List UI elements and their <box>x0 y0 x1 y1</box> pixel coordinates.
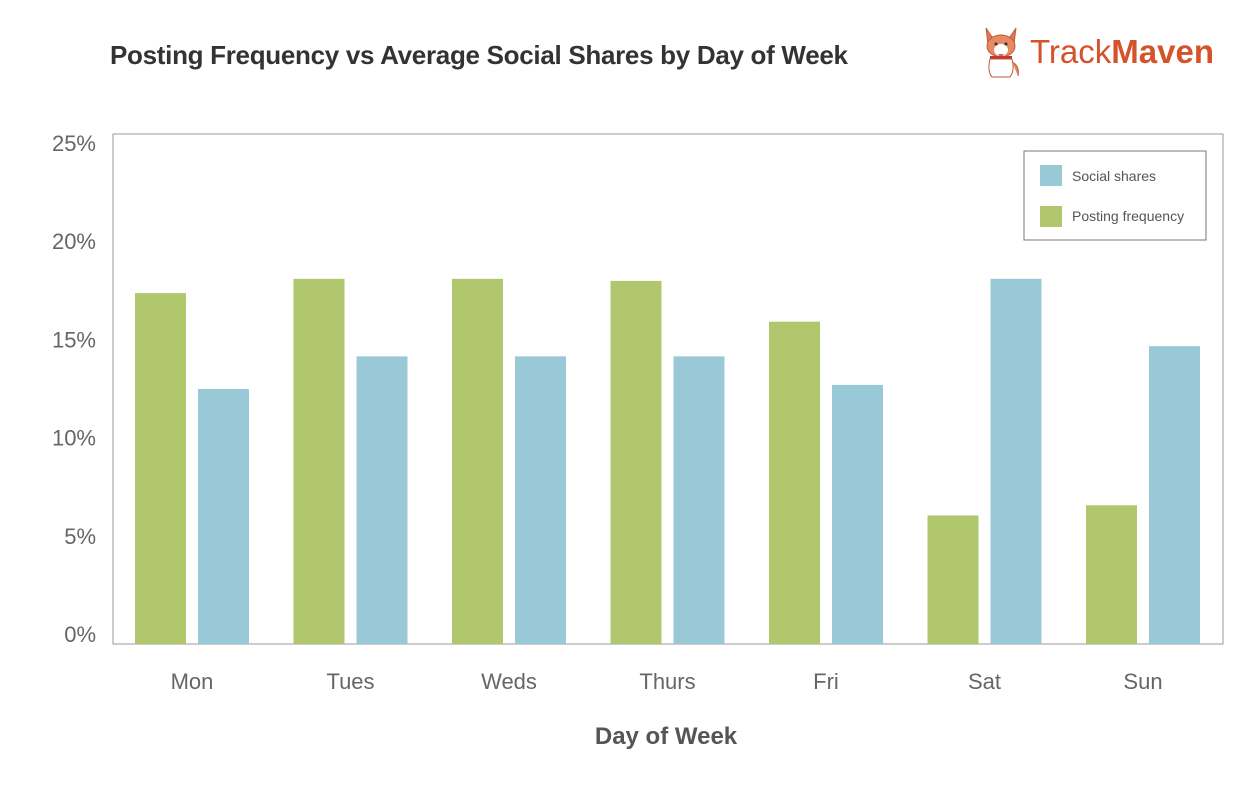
legend-swatch-posting-frequency <box>1040 206 1062 227</box>
y-tick-label: 15% <box>52 327 96 352</box>
x-tick-label: Tues <box>326 669 374 694</box>
legend-swatch-social-shares <box>1040 165 1062 186</box>
bar-posting-frequency-fri <box>769 321 820 644</box>
bar-social-shares-sat <box>990 278 1042 644</box>
plot-area <box>112 133 1224 645</box>
x-tick-label: Fri <box>813 669 839 694</box>
bar-posting-frequency-sat <box>927 515 979 644</box>
bar-social-shares-thurs <box>673 356 725 644</box>
y-tick-label: 10% <box>52 426 96 451</box>
legend-label-social-shares: Social shares <box>1072 168 1156 184</box>
bar-social-shares-mon <box>198 389 249 644</box>
y-tick-label: 0% <box>64 622 96 647</box>
x-tick-label: Sat <box>968 669 1001 694</box>
bar-posting-frequency-mon <box>135 293 186 644</box>
x-tick-label: Sun <box>1123 669 1162 694</box>
x-axis-title: Day of Week <box>595 723 738 750</box>
bar-social-shares-weds <box>515 356 566 644</box>
chart-title: Posting Frequency vs Average Social Shar… <box>110 40 848 70</box>
y-tick-label: 20% <box>52 229 96 254</box>
bar-social-shares-tues <box>356 356 408 644</box>
trackmaven-logo: TrackMaven <box>980 24 1214 80</box>
bar-posting-frequency-sun <box>1086 505 1137 644</box>
bar-social-shares-sun <box>1149 346 1200 644</box>
logo-text-bold: Maven <box>1111 33 1214 70</box>
bar-posting-frequency-thurs <box>610 280 662 644</box>
logo-text-light: Track <box>1030 33 1112 70</box>
legend: Social shares Posting frequency <box>1023 150 1207 241</box>
bar-social-shares-fri <box>832 384 883 644</box>
x-tick-label: Weds <box>481 669 537 694</box>
x-tick-label: Thurs <box>639 669 695 694</box>
corgi-icon <box>985 27 1019 78</box>
bar-posting-frequency-tues <box>293 278 345 644</box>
y-tick-label: 25% <box>52 131 96 156</box>
y-tick-label: 5% <box>64 524 96 549</box>
legend-label-posting-frequency: Posting frequency <box>1072 208 1184 224</box>
bar-posting-frequency-weds <box>452 278 503 644</box>
x-tick-label: Mon <box>171 669 214 694</box>
